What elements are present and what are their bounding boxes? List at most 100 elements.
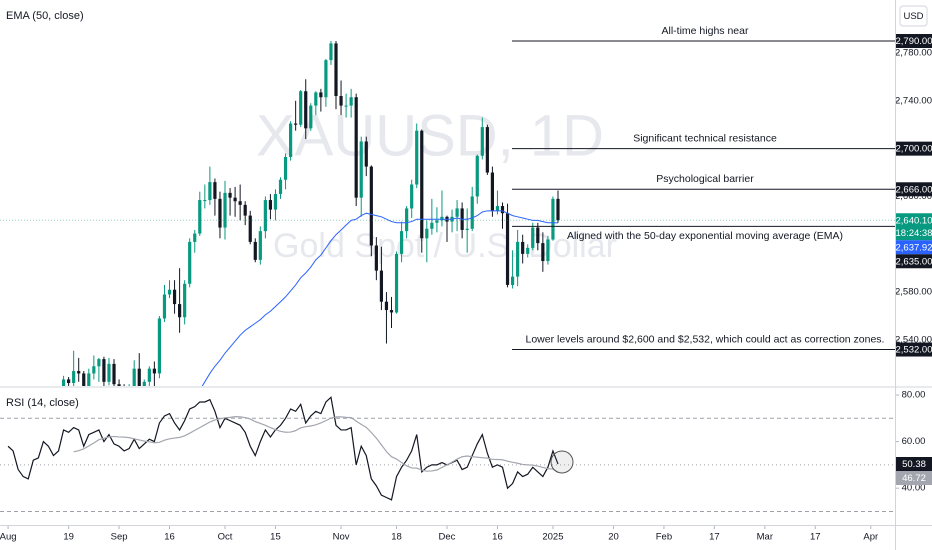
candle-body <box>541 243 545 262</box>
candle-body <box>455 208 459 217</box>
candle-body <box>490 172 495 211</box>
candle-body <box>526 247 530 254</box>
price-label: 2,790.00 <box>896 36 932 47</box>
candle-body <box>440 216 444 221</box>
candle-body <box>253 241 257 260</box>
series-line <box>7 396 559 501</box>
candle-body <box>314 92 318 106</box>
level-note: All-time highs near <box>662 25 749 37</box>
x-tick-label: Sep <box>111 532 128 543</box>
rsi-legend: RSI (14, close) <box>6 397 79 409</box>
candle-body <box>480 127 484 156</box>
candle-body <box>410 184 414 209</box>
candle-body <box>238 201 242 205</box>
y-tick-label: 2,540.00 <box>895 334 932 345</box>
candle-body <box>243 204 247 216</box>
candle-body <box>61 379 66 386</box>
candle-body <box>556 198 560 221</box>
candle-body <box>167 289 172 295</box>
x-tick-label: Dec <box>439 532 456 543</box>
candle-body <box>379 270 384 302</box>
candle-body <box>475 155 479 197</box>
candle-body <box>203 200 207 202</box>
price-label-box <box>896 240 932 255</box>
x-tick-label: 18 <box>391 532 402 543</box>
candle-body <box>268 200 273 210</box>
candle-body <box>162 294 167 319</box>
candle-body <box>319 92 323 98</box>
candle-body <box>188 241 192 284</box>
candle-body <box>394 253 399 313</box>
candle-body <box>430 222 434 229</box>
x-tick-label: 16 <box>164 532 175 543</box>
level-note: Aligned with the 50-day exponential movi… <box>567 230 843 242</box>
candle-body <box>531 227 535 248</box>
x-tick-label: 16 <box>492 532 503 543</box>
price-label-box <box>896 342 932 357</box>
candle-body <box>77 371 81 374</box>
candle-body <box>117 384 121 386</box>
candle-body <box>283 157 288 180</box>
countdown: 18:24:38 <box>896 228 932 239</box>
x-tick-label: Aug <box>0 532 17 543</box>
currency[interactable]: USD <box>903 11 923 22</box>
watermark-description: Gold Spot / U.S. Dollar <box>273 227 617 265</box>
x-tick-label: 17 <box>709 532 720 543</box>
candle-body <box>349 97 353 106</box>
candle-body <box>521 241 525 254</box>
candle-body <box>178 304 182 318</box>
candle-body <box>223 192 227 228</box>
price-label: 50.38 <box>902 459 926 470</box>
candle-body <box>97 359 101 367</box>
y-tick-label: 2,580.00 <box>895 287 932 298</box>
candle-body <box>67 379 71 384</box>
candle-body <box>389 310 394 313</box>
y-tick-label: 2,780.00 <box>895 47 932 58</box>
candle-body <box>294 123 298 125</box>
series-line <box>201 210 558 386</box>
price-label-box <box>896 471 932 486</box>
candle-body <box>152 368 156 374</box>
candle-body <box>107 363 111 382</box>
candle-body <box>374 245 378 271</box>
candle-body <box>425 228 429 239</box>
candle-body <box>228 192 232 198</box>
price-label: 46.72 <box>902 473 926 484</box>
candle-body <box>82 373 86 386</box>
price-label-box <box>896 457 932 472</box>
candle-body <box>344 105 348 107</box>
currency-box[interactable] <box>899 5 928 27</box>
x-tick-label: Feb <box>656 532 672 543</box>
candle-body <box>218 198 222 228</box>
x-tick-label: 20 <box>608 532 619 543</box>
candle-body <box>359 141 363 198</box>
candle-body <box>172 289 177 305</box>
candle-body <box>87 373 91 386</box>
candle-body <box>495 206 500 211</box>
ema-legend: EMA (50, close) <box>6 10 84 22</box>
candle-body <box>92 366 96 374</box>
price-label-box <box>896 213 932 241</box>
x-tick-label: Nov <box>333 532 350 543</box>
candle-body <box>193 233 197 242</box>
price-label: 2,666.00 <box>896 184 932 195</box>
x-tick-label: Oct <box>218 532 233 543</box>
candle-body <box>470 196 474 229</box>
candle-body <box>309 105 313 129</box>
candle-body <box>339 96 343 106</box>
candle-body <box>157 318 162 374</box>
candle-body <box>213 182 217 199</box>
x-tick-label: 15 <box>270 532 281 543</box>
candle-body <box>147 368 151 382</box>
y-tick-label: 40.00 <box>902 483 926 494</box>
candle-body <box>273 194 278 210</box>
x-tick-label: 2025 <box>542 532 563 543</box>
level-note: Lower levels around $2,600 and $2,532, w… <box>526 333 885 345</box>
candle-body <box>551 198 555 240</box>
candle-body <box>198 200 202 234</box>
candle-body <box>435 220 439 223</box>
candle-body <box>132 368 136 386</box>
candle-body <box>208 182 212 201</box>
